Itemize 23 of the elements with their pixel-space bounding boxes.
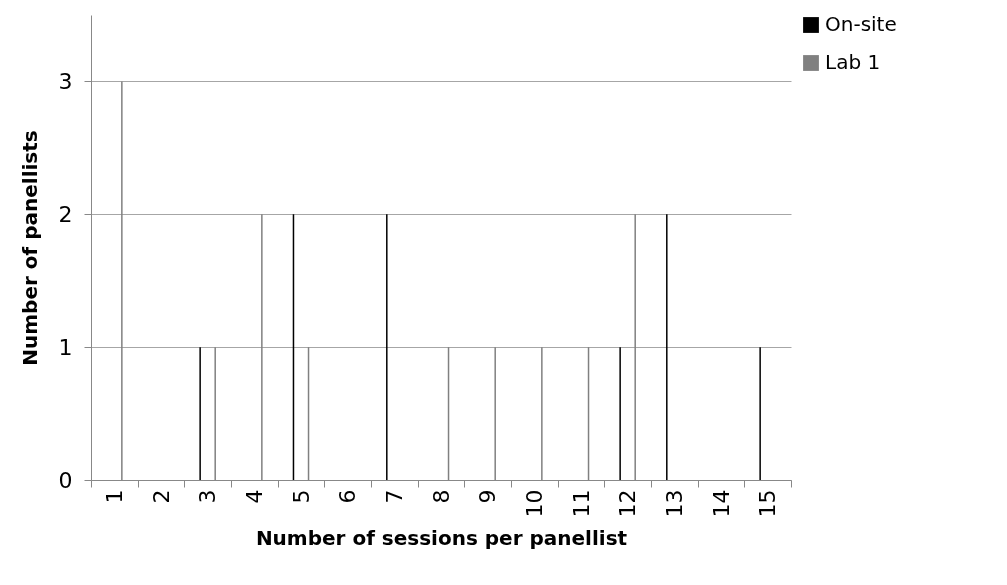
x-tick-label: 15 bbox=[755, 489, 781, 518]
x-tick-label: 4 bbox=[241, 489, 267, 504]
legend-label: Lab 1 bbox=[825, 50, 881, 74]
x-tick-label: 11 bbox=[568, 489, 594, 518]
x-tick-label: 3 bbox=[195, 489, 221, 504]
x-tick-label: 13 bbox=[661, 489, 687, 518]
x-tick-label: 8 bbox=[428, 489, 454, 504]
x-tick-label: 7 bbox=[381, 489, 407, 504]
x-tick-label: 6 bbox=[335, 489, 361, 504]
y-tick-label: 2 bbox=[58, 201, 73, 227]
x-axis-title: Number of sessions per panellist bbox=[255, 526, 628, 551]
x-tick-label: 5 bbox=[288, 489, 314, 504]
x-tick-label: 9 bbox=[475, 489, 501, 504]
x-tick-label: 2 bbox=[148, 489, 174, 504]
x-tick-label: 12 bbox=[615, 489, 641, 518]
y-axis-title: Number of panellists bbox=[17, 130, 42, 366]
legend-label: On-site bbox=[825, 12, 897, 36]
x-tick-label: 10 bbox=[521, 489, 547, 518]
x-tick-label: 1 bbox=[101, 489, 127, 504]
y-tick-label: 1 bbox=[58, 334, 73, 360]
y-tick-label: 3 bbox=[58, 68, 73, 94]
x-tick-label: 14 bbox=[708, 489, 734, 518]
y-tick-label: 0 bbox=[58, 467, 73, 493]
